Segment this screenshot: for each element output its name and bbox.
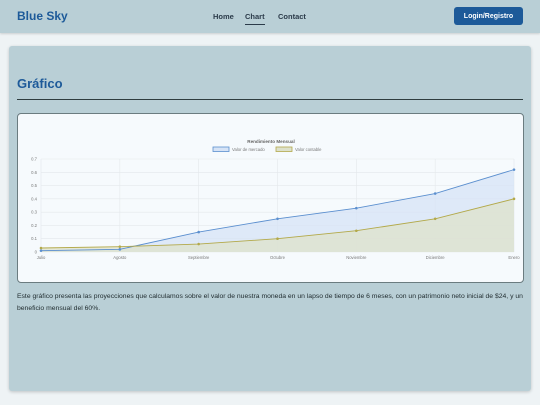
data-point[interactable]	[197, 242, 200, 246]
data-point[interactable]	[39, 249, 43, 252]
x-tick-label: Julio	[37, 255, 46, 260]
y-tick-label: 0.7	[31, 157, 37, 162]
y-tick-label: 0.6	[31, 170, 37, 175]
brand-logo[interactable]: Blue Sky	[17, 9, 68, 23]
y-tick-label: 0.4	[31, 196, 37, 201]
x-tick-label: Noviembre	[346, 255, 367, 260]
data-point[interactable]	[512, 197, 516, 201]
login-button[interactable]: Login/Registro	[454, 7, 523, 25]
y-tick-label: 0	[35, 250, 38, 255]
chart-title: Rendimiento Mensual	[247, 139, 294, 144]
chart-legend: Valor de mercado Valor contable	[212, 146, 322, 152]
y-tick-label: 0.1	[31, 236, 37, 241]
legend-swatch	[212, 146, 230, 152]
page-title: Gráfico	[17, 76, 63, 91]
data-point[interactable]	[512, 168, 516, 171]
data-point[interactable]	[433, 217, 437, 221]
nav-contact-link[interactable]: Contact	[278, 12, 306, 21]
y-tick-label: 0.2	[31, 223, 37, 228]
data-point[interactable]	[39, 246, 43, 250]
x-tick-label: Octubre	[270, 255, 286, 260]
data-point[interactable]	[118, 248, 122, 251]
chart-axis-labels: 0 0.1 0.2 0.3 0.4 0.5 0.6 0.7 Julio Agosto Septiem…	[31, 157, 520, 261]
data-point[interactable]	[276, 217, 279, 221]
title-divider	[17, 99, 523, 100]
legend-swatch	[275, 146, 293, 152]
legend-label[interactable]: Valor contable	[295, 147, 322, 152]
navbar: Blue Sky Home Chart Contact Login/Regist…	[0, 0, 540, 33]
line-chart: Rendimiento Mensual Valor de mercado Valo…	[31, 139, 520, 261]
x-tick-label: Enero	[508, 255, 520, 260]
nav-home-link[interactable]: Home	[213, 12, 234, 21]
data-point[interactable]	[197, 230, 200, 234]
x-tick-label: Agosto	[113, 255, 127, 260]
y-tick-label: 0.5	[31, 183, 37, 188]
data-point[interactable]	[118, 245, 122, 248]
series-area-1	[41, 198, 514, 252]
nav-chart-link[interactable]: Chart	[245, 12, 265, 25]
data-point[interactable]	[433, 192, 437, 195]
data-point[interactable]	[276, 237, 279, 241]
y-tick-label: 0.3	[31, 210, 37, 215]
data-point[interactable]	[355, 229, 358, 233]
chart-description: Este gráfico presenta las proyecciones q…	[17, 293, 523, 312]
chart-card: Rendimiento Mensual Valor de mercado Valo…	[17, 113, 524, 283]
x-tick-label: Septiembre	[188, 255, 210, 260]
x-tick-label: Diciembre	[426, 255, 446, 260]
chart-series	[39, 168, 516, 252]
data-point[interactable]	[355, 206, 358, 210]
legend-label[interactable]: Valor de mercado	[232, 147, 265, 152]
main-panel: Gráfico Rendimiento Mensual Valor de mer…	[9, 46, 531, 391]
